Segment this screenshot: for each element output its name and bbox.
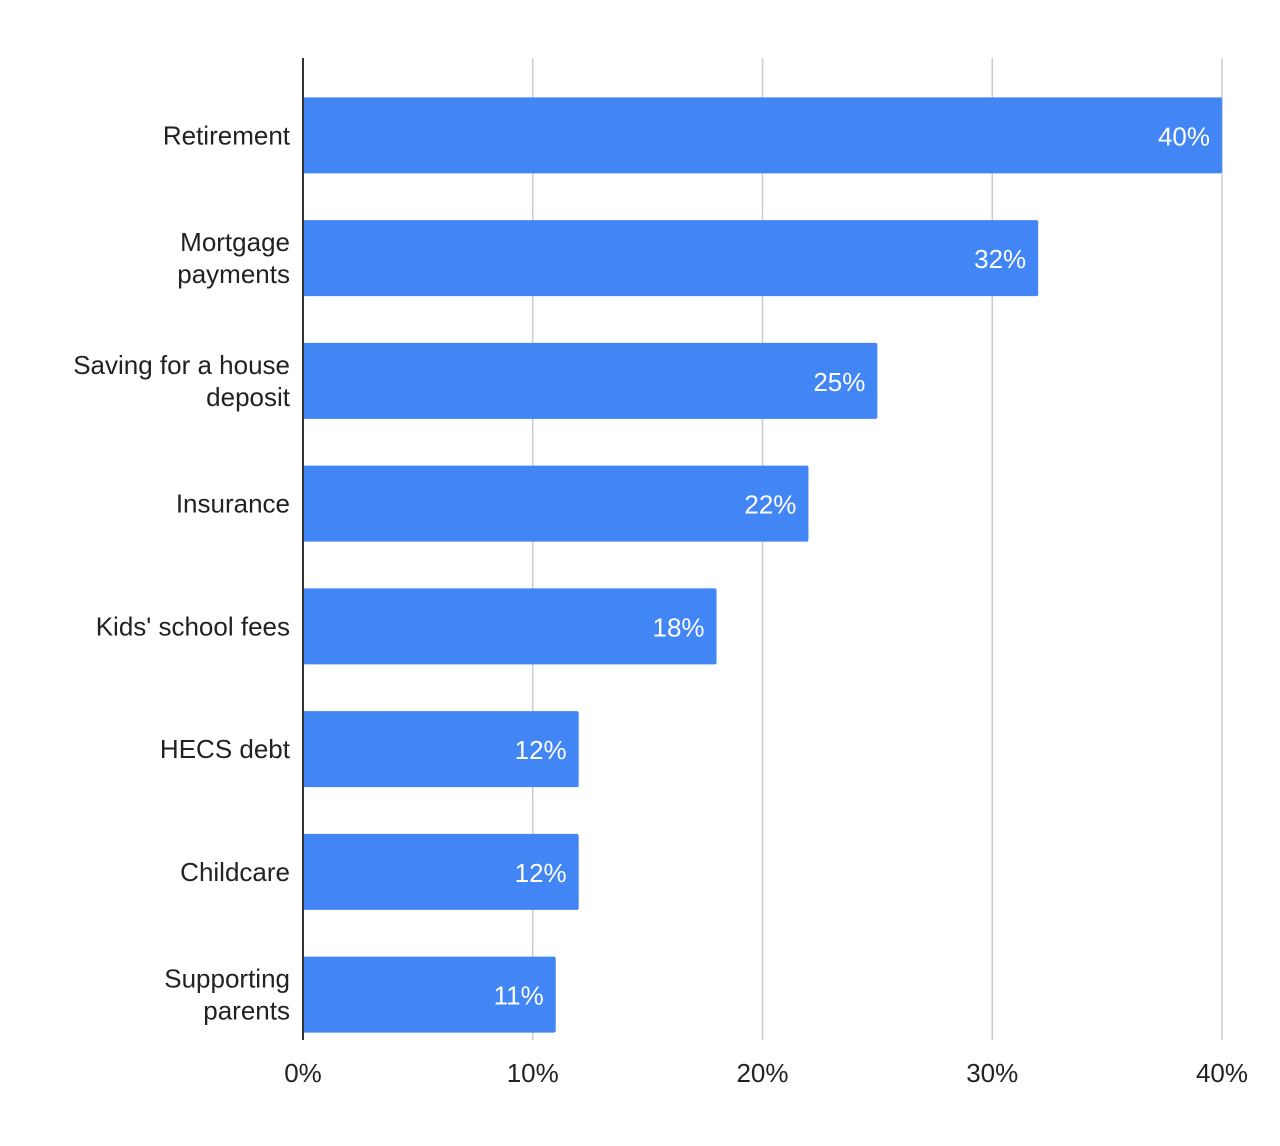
data-label: 18% — [653, 612, 705, 642]
bar — [303, 97, 1222, 174]
category-label: HECS debt — [160, 734, 291, 764]
bar — [303, 956, 556, 1033]
category-label: Childcare — [180, 857, 290, 887]
category-label: Saving for a house — [73, 350, 290, 380]
data-label: 25% — [813, 367, 865, 397]
category-label: Supporting — [164, 964, 290, 994]
bars — [303, 97, 1222, 1033]
category-label: payments — [177, 259, 290, 289]
x-tick-label: 0% — [284, 1058, 322, 1088]
data-label: 12% — [515, 858, 567, 888]
category-label: deposit — [206, 382, 291, 412]
data-label: 40% — [1158, 121, 1210, 151]
data-label: 11% — [494, 981, 544, 1011]
bar — [303, 711, 579, 788]
category-label: Kids' school fees — [96, 611, 290, 641]
data-label: 32% — [974, 244, 1026, 274]
x-tick-label: 20% — [736, 1058, 788, 1088]
bar — [303, 833, 579, 910]
category-label: parents — [203, 996, 290, 1026]
x-tick-labels: 0% 10% 20% 30% 40% — [284, 1058, 1248, 1088]
bar — [303, 220, 1039, 297]
x-tick-label: 10% — [507, 1058, 559, 1088]
x-tick-label: 40% — [1196, 1058, 1248, 1088]
category-label: Insurance — [176, 489, 290, 519]
gridlines — [532, 58, 1223, 1040]
data-labels: 40% 32% 25% 22% 18% 12% 12% 11% — [494, 121, 1210, 1010]
category-label: Mortgage — [180, 227, 290, 257]
data-label: 12% — [515, 735, 567, 765]
bar — [303, 342, 878, 419]
category-label: Retirement — [163, 120, 291, 150]
data-label: 22% — [744, 490, 796, 520]
bar — [303, 465, 809, 542]
x-tick-label: 30% — [966, 1058, 1018, 1088]
bar — [303, 588, 717, 665]
